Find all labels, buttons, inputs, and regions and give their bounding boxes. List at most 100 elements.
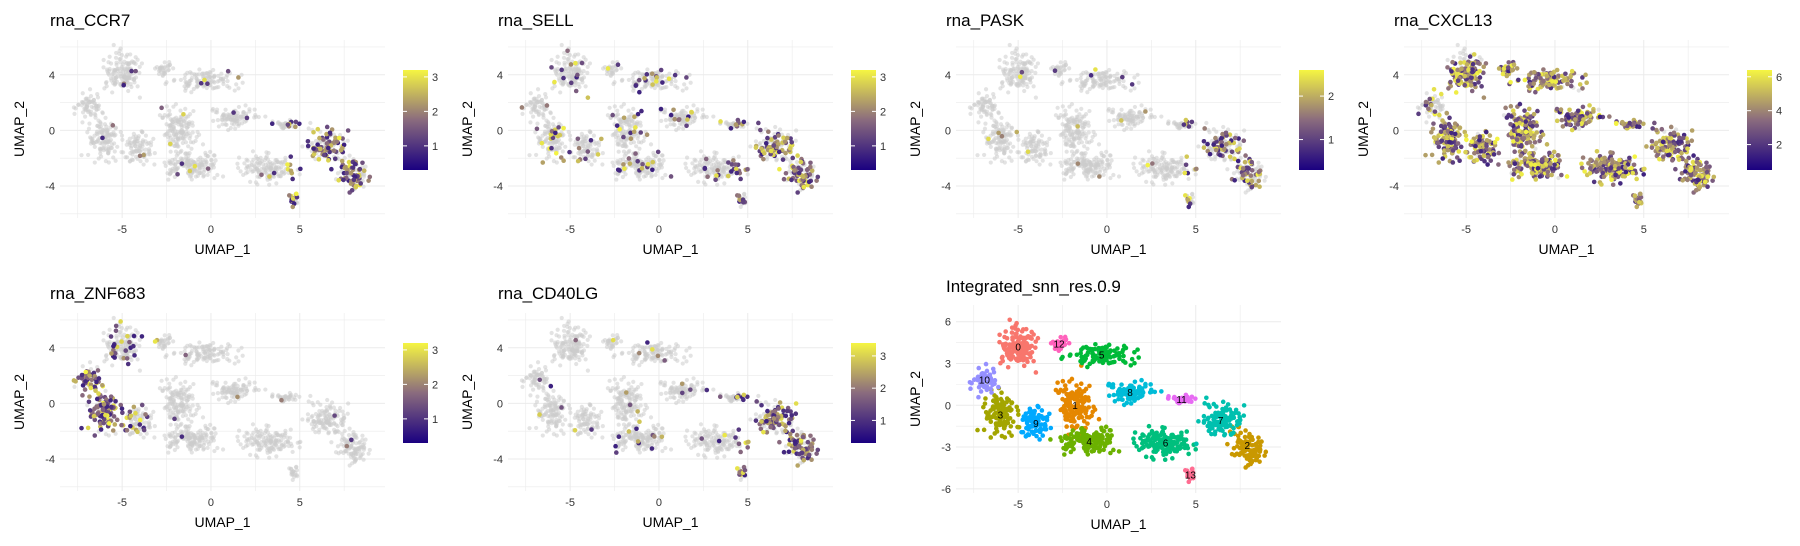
cell-point-expressed (1695, 177, 1701, 183)
cell-point-background (591, 147, 596, 152)
cell-point-background (1074, 108, 1079, 113)
cell-point-background (559, 42, 564, 48)
cell-point-expressed (789, 139, 795, 145)
cell-point-background (623, 143, 628, 148)
cell-point-expressed (654, 75, 660, 80)
cell-point-background (313, 157, 318, 162)
cell-point-expressed (332, 156, 338, 162)
cell-point-background (583, 84, 588, 89)
cell-point-expressed (738, 176, 743, 182)
cell-point-expressed (568, 62, 574, 67)
cell-point-expressed (1223, 130, 1229, 136)
cell-point-background (105, 130, 110, 135)
cell-point-background (663, 172, 668, 178)
cell-point-background (1206, 127, 1211, 133)
cell-point-expressed (1219, 143, 1225, 148)
cell-point-background (701, 114, 707, 119)
cell-point-expressed (726, 160, 731, 165)
cell-point-expressed (297, 121, 302, 127)
cell-point-expressed (769, 137, 774, 142)
cell-point-background (1099, 82, 1104, 88)
cell-point-background (1463, 53, 1469, 58)
x-axis-label: UMAP_1 (642, 241, 698, 257)
cell-point-expressed (269, 121, 275, 126)
cell-point-background (987, 141, 993, 146)
cell-point-background (1009, 158, 1014, 163)
cell-point-background (1060, 104, 1065, 109)
cell-point-expressed (644, 72, 650, 77)
cell-point-background (1111, 172, 1116, 178)
cell-point-expressed (316, 157, 322, 162)
cell-point-expressed (259, 172, 264, 178)
cell-point-background (637, 177, 642, 182)
cell-point-background (300, 144, 305, 149)
cell-point-background (1137, 111, 1142, 116)
cell-point-background (585, 153, 590, 158)
cell-point-background (1111, 118, 1116, 123)
cell-point-background (686, 169, 691, 174)
cell-point-expressed (1438, 123, 1444, 129)
cell-point-expressed (1530, 123, 1535, 129)
cell-point-expressed (1182, 193, 1188, 198)
cell-point-expressed (1242, 159, 1248, 165)
cell-point-background (212, 175, 217, 181)
cell-point-background (1085, 75, 1091, 81)
cell-point-background (1193, 172, 1198, 177)
cell-point-background (991, 91, 996, 97)
cell-point-expressed (1245, 178, 1250, 183)
cell-point-background (1004, 125, 1009, 130)
cell-point-expressed (1544, 157, 1549, 163)
cell-point-background (1096, 73, 1101, 79)
cell-point-expressed (1503, 105, 1508, 111)
cell-point-expressed (1449, 136, 1455, 141)
cell-point-background (596, 140, 602, 145)
cell-point-background (1144, 179, 1149, 184)
cell-point-background (1190, 191, 1195, 196)
cell-point-background (695, 109, 700, 114)
cell-point-background (1140, 157, 1145, 162)
cell-point-background (184, 81, 189, 87)
cell-point-background (87, 87, 93, 92)
cell-point-background (361, 184, 366, 189)
cell-point-background (105, 69, 110, 74)
cell-point-expressed (1189, 119, 1195, 125)
cell-point-expressed (815, 174, 821, 180)
cell-point-background (1033, 95, 1038, 100)
cell-point-background (968, 111, 973, 116)
cell-point-expressed (1205, 141, 1210, 147)
cell-point-expressed (633, 125, 638, 130)
cell-point-background (172, 157, 178, 162)
cell-point-expressed (181, 111, 186, 117)
cell-point-background (172, 128, 178, 133)
cell-point-expressed (1464, 62, 1470, 67)
cell-point-background (1000, 79, 1005, 85)
cell-point-expressed (1466, 67, 1471, 72)
cell-point-expressed (293, 119, 299, 125)
colorbar (851, 70, 876, 170)
cell-point-background (175, 143, 180, 148)
cell-point-background (981, 130, 986, 135)
cell-point-background (682, 82, 687, 87)
cell-point-background (1033, 70, 1038, 75)
cell-point-background (1061, 68, 1067, 73)
cell-point-expressed (1202, 126, 1207, 131)
cell-point-expressed (361, 168, 367, 173)
cell-point-background (187, 81, 192, 86)
cell-point-background (1455, 42, 1460, 48)
cell-point-background (1085, 146, 1090, 151)
cell-point-background (1222, 158, 1227, 163)
cell-point-expressed (1527, 140, 1533, 145)
cell-point-expressed (336, 135, 342, 141)
cell-point-expressed (1471, 52, 1477, 57)
cell-point-expressed (198, 80, 204, 86)
cell-point-expressed (783, 170, 789, 176)
cell-point-expressed (350, 165, 356, 170)
cell-point-background (172, 77, 177, 82)
cell-point-background (738, 204, 743, 209)
cell-point-background (164, 80, 169, 85)
cell-point-background (1086, 123, 1091, 128)
cell-point-background (140, 138, 146, 143)
cell-point-expressed (1514, 137, 1520, 142)
cell-point-background (1080, 129, 1085, 134)
cell-point-background (1127, 122, 1133, 127)
